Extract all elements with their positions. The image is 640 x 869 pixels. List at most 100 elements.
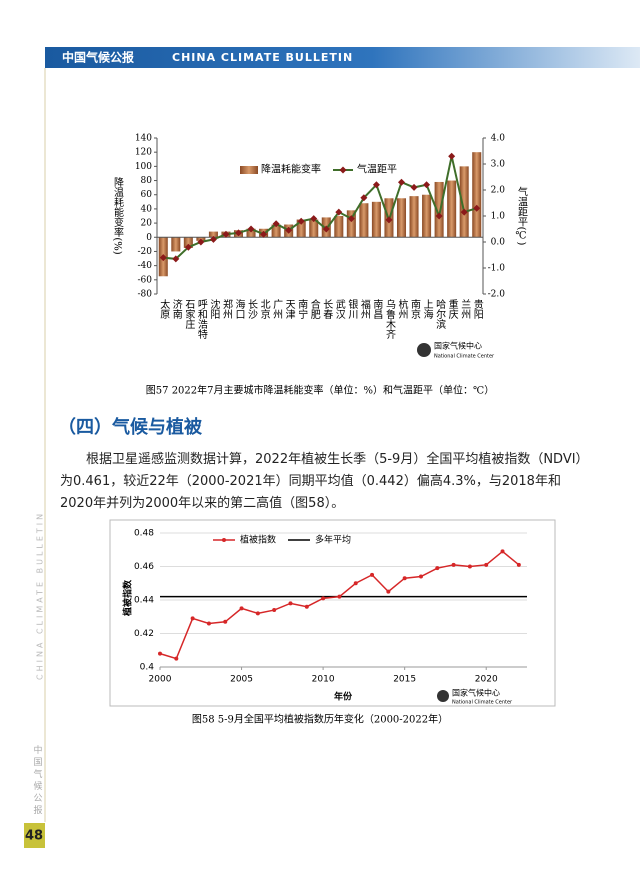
line-marker: [385, 216, 393, 224]
x-tick-label: 天津: [283, 299, 295, 320]
line-marker: [158, 651, 162, 656]
bar: [183, 237, 193, 248]
x-tick-label: 乌鲁木齐: [383, 298, 395, 340]
x-tick-label: 哈尔滨: [434, 298, 446, 330]
header-title-cn: 中国气候公报: [62, 50, 134, 65]
line-marker: [190, 616, 195, 621]
y-tick-label: 140: [135, 134, 152, 144]
x-tick-label: 长春: [321, 299, 333, 320]
y-tick-label: 20: [141, 219, 153, 229]
line-marker: [272, 220, 280, 228]
line-marker: [516, 562, 521, 567]
y-tick-label: 100: [135, 162, 152, 172]
bar: [409, 196, 419, 238]
x-tick-label: 南京: [409, 298, 421, 320]
logo-en: National Climate Center: [452, 700, 513, 706]
bar: [271, 224, 281, 238]
line-marker: [247, 225, 255, 233]
line-marker: [206, 621, 211, 626]
bar: [472, 152, 482, 238]
bar: [246, 228, 256, 238]
x-tick-label: 兰州: [459, 298, 471, 319]
line-marker: [484, 562, 489, 567]
x-tick-label: 石家庄: [183, 299, 195, 330]
x-tick-label: 郑州: [220, 298, 232, 319]
x-tick-label: 2005: [230, 675, 253, 685]
line-marker: [360, 194, 368, 202]
line-marker: [410, 183, 418, 191]
y-tick-label: 0.4: [140, 663, 155, 673]
logo-cn: 国家气候中心: [452, 688, 500, 698]
y2-tick-label: 2.0: [491, 186, 506, 196]
legend-label: 多年平均: [315, 534, 351, 546]
x-tick-label: 上海: [421, 299, 433, 320]
line-marker: [159, 254, 167, 262]
x-tick-label: 长沙: [246, 299, 258, 319]
header-band: [45, 47, 640, 68]
y2-tick-label: 1.0: [491, 212, 506, 222]
y-tick-label: 0.44: [134, 596, 154, 606]
section-heading: （四）气候与植被: [58, 416, 203, 438]
x-tick-label: 2000: [149, 675, 172, 685]
line-marker: [335, 208, 343, 216]
bar: [371, 201, 381, 238]
line-marker: [418, 574, 423, 579]
paragraph: 根据卫星遥感监测数据计算，2022年植被生长季（5-9月）全国平均植被指数（ND…: [60, 452, 589, 511]
line-marker: [255, 611, 260, 616]
line-marker: [304, 604, 309, 609]
legend-label: 植被指数: [240, 534, 276, 546]
y-tick-label: 40: [141, 204, 153, 214]
x-tick-label: 银川: [346, 298, 358, 319]
bar: [447, 180, 457, 238]
line-marker: [209, 235, 217, 243]
x-tick-label: 2010: [312, 675, 335, 685]
y-tick-label: -80: [138, 290, 153, 300]
logo-mark: [417, 343, 431, 357]
y-tick-label: 120: [135, 148, 152, 158]
line-marker: [451, 562, 456, 567]
line-marker: [347, 215, 355, 223]
line-marker: [172, 255, 180, 263]
y-tick-label: 0.46: [134, 562, 154, 572]
y2-tick-label: 3.0: [491, 160, 506, 170]
bar: [422, 194, 432, 238]
chart-frame: [109, 519, 556, 707]
y-tick-label: -20: [138, 247, 153, 257]
line-marker: [467, 564, 472, 569]
y-tick-label: 60: [141, 190, 153, 200]
bar: [434, 181, 444, 238]
y2-tick-label: 0.0: [491, 238, 506, 248]
line-marker: [321, 596, 326, 601]
y-tick-label: 80: [141, 176, 153, 186]
x-tick-label: 呼和浩特: [195, 299, 207, 339]
x-tick-label: 贵阳: [471, 298, 483, 319]
y2-tick-label: -1.0: [488, 264, 506, 274]
line-marker: [288, 601, 293, 606]
bar: [208, 231, 218, 238]
line-marker: [222, 230, 230, 238]
line-marker: [435, 566, 440, 571]
bar: [296, 219, 306, 238]
page-number-box: [24, 823, 45, 848]
y2-axis-label: 气温距平(℃): [515, 185, 527, 245]
line-marker: [239, 606, 244, 611]
line-marker: [184, 243, 192, 251]
x-tick-label: 济南: [170, 298, 182, 319]
y-axis-label: 降温耗能变率(%): [112, 176, 124, 255]
x-tick-label: 南昌: [371, 298, 383, 320]
x-tick-label: 海口: [233, 298, 245, 319]
x-tick-label: 太原: [158, 298, 170, 319]
line-marker: [285, 226, 293, 234]
line-marker: [460, 208, 468, 216]
line-marker: [337, 594, 342, 599]
line-marker: [435, 212, 443, 220]
x-tick-label: 合肥: [308, 298, 320, 320]
line-marker: [272, 608, 277, 613]
side-text-cn: 中国气候公报: [32, 744, 43, 817]
x-tick-label: 杭州: [396, 298, 408, 319]
logo-en: National Climate Center: [434, 354, 495, 360]
line-marker: [223, 619, 228, 624]
line-marker: [197, 238, 205, 246]
side-text-en: CHINA CLIMATE BULLETIN: [36, 511, 45, 680]
